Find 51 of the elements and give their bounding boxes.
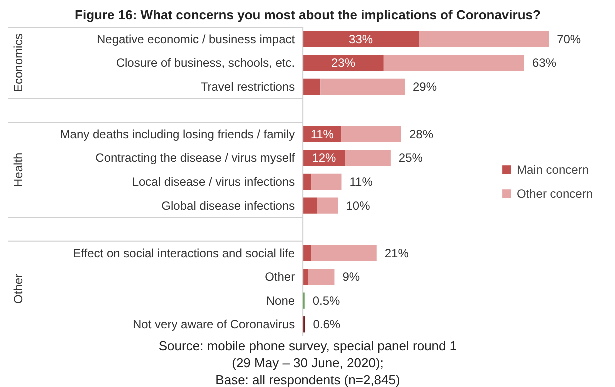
total-label: 11% [350,175,374,189]
bar [312,174,342,190]
total-label: 0.6% [313,318,341,332]
total-label: 0.5% [312,294,341,308]
bar [419,31,550,48]
y-tick-label: Travel restrictions [200,80,296,94]
total-label: 29% [412,80,438,94]
bar [303,198,318,214]
chart-title: Figure 16: What concerns you most about the implications of Coronavirus? [75,8,541,22]
text: Base: all respondents (n=2,845) [216,372,400,387]
total-label: 70% [557,32,582,46]
bar [303,78,321,96]
y-tick-label: None [266,294,296,308]
total-label: 21% [384,246,410,260]
y-tick-label: Effect on social interactions and social life [73,246,296,260]
bar [384,55,524,72]
data-label: 11% [310,127,334,142]
total-label: 25% [398,151,424,166]
text: Health [12,152,26,188]
data-label: 23% [331,56,356,70]
source-note: Source: mobile phone survey, special panel round 1 [158,338,458,354]
bar [317,198,338,214]
y-tick-label: Local disease / virus infections [132,175,296,189]
bar [308,268,335,286]
total-label: 63% [532,56,557,70]
y-tick-label: Not very aware of Coronavirus [133,318,296,332]
data-label: 12% [312,151,337,166]
y-tick-label: Other [265,270,296,284]
total-label: 9% [342,270,360,284]
total-label: 28% [409,127,434,142]
text: Other [12,274,26,304]
text: Economics [12,34,26,92]
y-tick-label: Global disease infections [162,198,296,213]
y-tick-label: Negative economic / business impact [96,32,296,46]
bar [303,174,312,190]
y-tick-label: Many deaths including losing friends / family [60,127,296,142]
bar [320,78,405,96]
y-tick-label: Closure of business, schools, etc. [116,56,296,70]
data-label: 33% [349,32,374,46]
bar [342,126,402,143]
y-tick-label: Contracting the disease / virus myself [96,151,296,166]
bar [311,245,377,262]
legend-label: Main concern [516,162,589,176]
bar [303,31,420,48]
bar [345,150,391,166]
text: (29 May – 30 June, 2020); [232,356,384,370]
bar [303,245,312,262]
total-label: 10% [346,198,371,213]
bar [303,268,308,286]
bar [303,55,384,72]
legend-label: Other concern [516,186,593,200]
